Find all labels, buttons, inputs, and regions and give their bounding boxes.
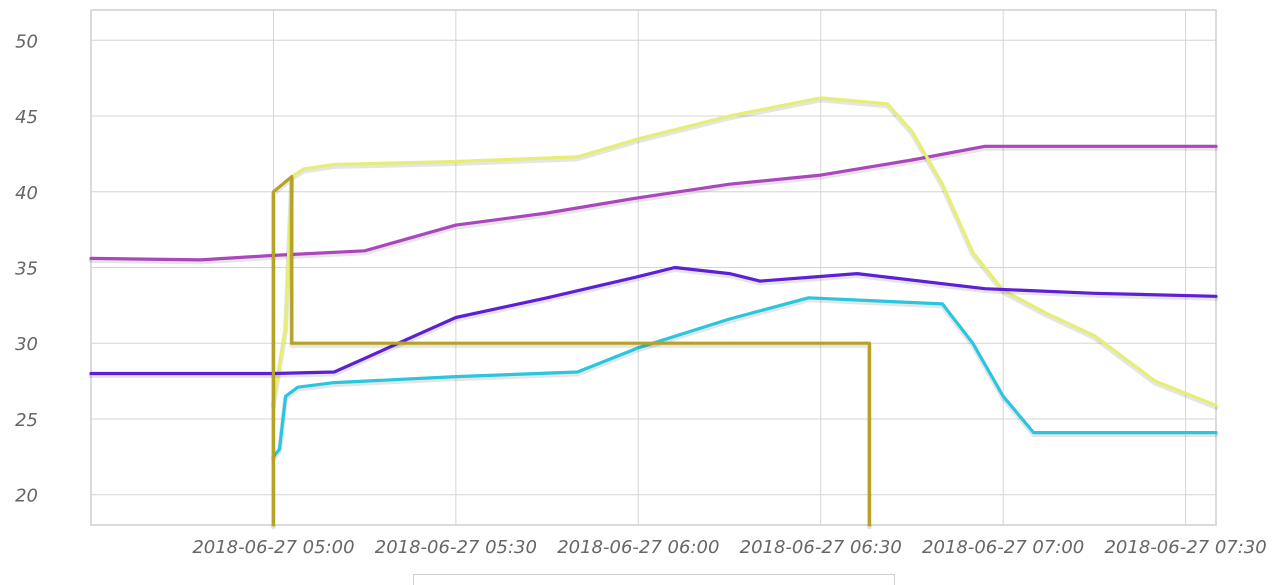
x-tick-label: 2018-06-27 07:30 (1104, 537, 1266, 558)
y-gridlines (91, 39, 1216, 496)
y-tick-label: 45 (15, 107, 38, 128)
legend-box (413, 574, 895, 585)
series-line-5 (271, 175, 871, 527)
x-tick-label: 2018-06-27 05:00 (192, 537, 354, 558)
plot-area (90, 9, 1217, 526)
y-tick-label: 25 (15, 410, 38, 431)
x-axis-tick-labels: 2018-06-27 05:00 2018-06-27 05:30 2018-06-… (192, 537, 1266, 558)
y-tick-label: 35 (15, 259, 38, 280)
series-line-4 (271, 296, 1218, 459)
x-tick-label: 2018-06-27 06:30 (740, 537, 902, 558)
series-line-shadow-2 (270, 97, 1219, 410)
series-layer (88, 96, 1219, 530)
series-line-shadow-3 (88, 267, 1219, 378)
series-line-3 (89, 265, 1218, 376)
y-tick-label: 30 (15, 334, 38, 355)
x-tick-label: 2018-06-27 05:30 (375, 537, 537, 558)
y-tick-label: 50 (15, 31, 38, 52)
y-tick-label: 40 (15, 183, 38, 204)
x-gridlines (272, 10, 1187, 525)
series-line-1 (89, 144, 1218, 262)
series-line-2 (271, 96, 1218, 407)
series-line-shadow-5 (270, 176, 872, 530)
x-tick-label: 2018-06-27 06:00 (557, 537, 719, 558)
y-tick-label: 20 (15, 486, 38, 507)
y-axis-tick-labels: 20 25 30 35 40 45 50 (15, 31, 38, 506)
series-line-shadow-1 (88, 145, 1219, 265)
x-tick-label: 2018-06-27 07:00 (922, 537, 1084, 558)
